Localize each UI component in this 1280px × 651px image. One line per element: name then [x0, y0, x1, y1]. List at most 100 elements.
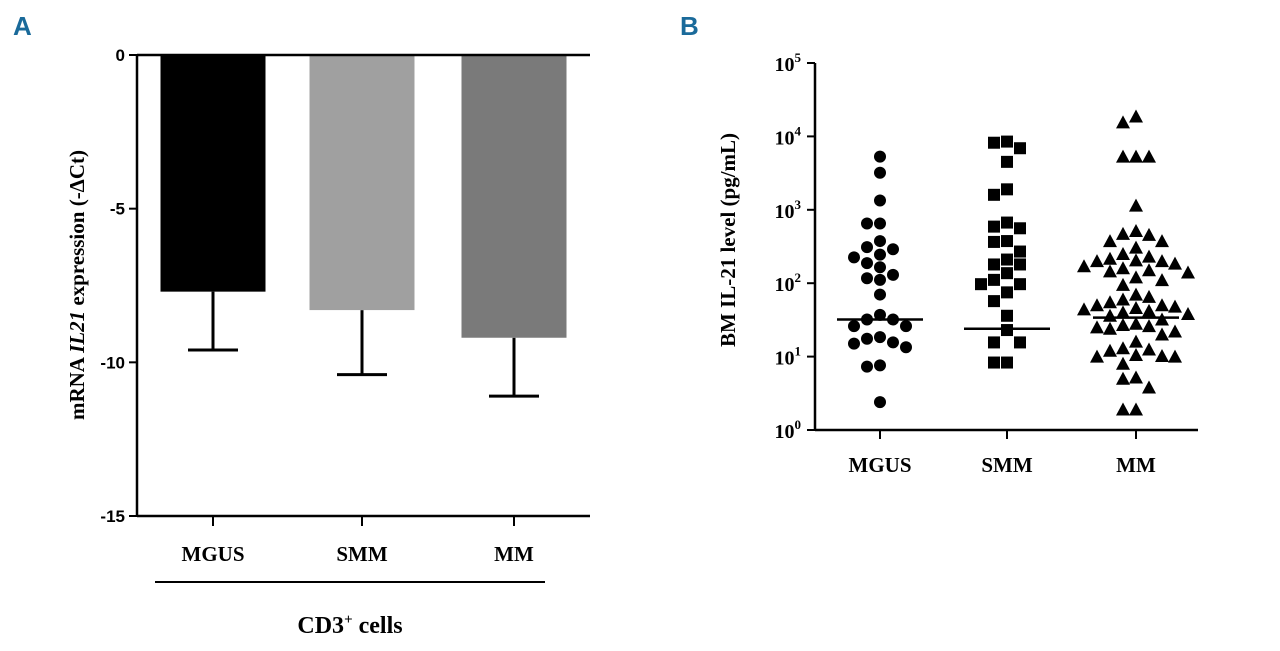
data-point-mm — [1155, 327, 1169, 341]
data-point-mm — [1116, 356, 1130, 370]
data-point-mm — [1090, 349, 1104, 363]
data-point-mm — [1077, 302, 1091, 316]
y-tick-label: -10 — [100, 353, 125, 372]
data-point-mm — [1142, 319, 1156, 333]
data-point-mm — [1142, 303, 1156, 317]
y-tick-label: 102 — [775, 270, 802, 296]
data-point-mgus — [900, 320, 912, 333]
data-point-mm — [1155, 298, 1169, 312]
data-point-smm — [988, 258, 1000, 271]
data-point-smm — [1001, 155, 1013, 168]
data-point-mm — [1129, 223, 1143, 237]
data-point-smm — [1001, 324, 1013, 337]
panel-b-scatter-chart: BM IL-21 level (pg/mL) 100 101 102 103 104 10… — [716, 50, 1198, 477]
data-point-smm — [1014, 142, 1026, 155]
bar-mgus — [160, 55, 266, 292]
data-point-smm — [975, 278, 987, 291]
data-point-mgus — [874, 217, 886, 230]
y-tick-label: 104 — [775, 123, 802, 149]
bar-mm — [461, 55, 567, 338]
data-point-mm — [1090, 320, 1104, 334]
data-point-mm — [1155, 273, 1169, 287]
data-point-mgus — [874, 331, 886, 344]
data-point-mm — [1116, 226, 1130, 240]
y-tick-label: 103 — [775, 197, 802, 223]
data-point-mm — [1155, 234, 1169, 248]
data-point-mgus — [848, 251, 860, 264]
data-point-mm — [1181, 307, 1195, 321]
data-point-smm — [988, 336, 1000, 349]
data-point-mm — [1090, 254, 1104, 268]
data-point-mm — [1129, 287, 1143, 301]
data-point-mgus — [861, 257, 873, 270]
data-point-smm — [1001, 183, 1013, 196]
data-point-mgus — [887, 243, 899, 256]
data-point-smm — [988, 273, 1000, 286]
data-point-mm — [1129, 402, 1143, 416]
data-point-mgus — [874, 396, 886, 409]
data-point-mgus — [861, 241, 873, 254]
data-point-mm — [1129, 109, 1143, 123]
data-point-smm — [1014, 245, 1026, 258]
data-point-mm — [1116, 305, 1130, 319]
data-point-mgus — [874, 261, 886, 274]
data-point-mm — [1142, 342, 1156, 356]
data-point-mm — [1103, 308, 1117, 322]
data-point-mgus — [887, 268, 899, 281]
data-point-mgus — [848, 337, 860, 350]
data-point-mm — [1116, 317, 1130, 331]
data-point-mm — [1129, 270, 1143, 284]
data-point-mm — [1103, 343, 1117, 357]
data-point-mm — [1168, 299, 1182, 313]
data-point-mm — [1116, 371, 1130, 385]
bar-smm — [309, 55, 415, 311]
data-point-mm — [1168, 256, 1182, 270]
data-point-mm — [1116, 115, 1130, 129]
data-point-smm — [1001, 135, 1013, 148]
data-point-smm — [988, 220, 1000, 233]
data-point-smm — [1014, 336, 1026, 349]
data-point-mm — [1129, 198, 1143, 212]
data-point-mm — [1155, 254, 1169, 268]
x-tick-label: MM — [494, 542, 534, 566]
data-point-mm — [1129, 316, 1143, 330]
data-point-mm — [1129, 149, 1143, 163]
data-point-mm — [1090, 298, 1104, 312]
data-point-smm — [1014, 258, 1026, 271]
data-point-smm — [988, 188, 1000, 201]
data-point-mm — [1103, 234, 1117, 248]
y-tick-label: 0 — [116, 46, 125, 65]
data-point-mm — [1116, 246, 1130, 260]
data-point-mm — [1129, 253, 1143, 267]
data-point-mgus — [861, 332, 873, 345]
data-point-smm — [1001, 309, 1013, 322]
x-tick-label: SMM — [981, 453, 1033, 477]
data-point-mm — [1129, 300, 1143, 314]
data-point-mgus — [874, 273, 886, 286]
data-point-mm — [1129, 370, 1143, 384]
data-point-mm — [1129, 334, 1143, 348]
data-point-mm — [1129, 348, 1143, 362]
data-point-mm — [1116, 149, 1130, 163]
data-point-mgus — [887, 336, 899, 349]
panel-a-x-axis-label: CD3+ cells — [297, 612, 402, 639]
x-tick-label: SMM — [336, 542, 388, 566]
data-point-smm — [988, 295, 1000, 308]
y-tick-label: 100 — [775, 417, 802, 443]
data-point-mm — [1103, 251, 1117, 265]
data-point-smm — [1014, 222, 1026, 235]
x-tick-label: MGUS — [849, 453, 912, 477]
panel-b-y-axis-label: BM IL-21 level (pg/mL) — [716, 133, 740, 347]
data-point-mm — [1103, 295, 1117, 309]
data-point-smm — [1001, 235, 1013, 248]
data-point-mm — [1142, 263, 1156, 277]
data-point-mgus — [874, 150, 886, 163]
data-point-mm — [1116, 261, 1130, 275]
data-point-smm — [988, 235, 1000, 248]
data-point-smm — [988, 356, 1000, 369]
data-point-smm — [1001, 267, 1013, 280]
y-tick-label: 101 — [775, 344, 802, 370]
data-point-mm — [1116, 277, 1130, 291]
x-tick-label: MM — [1116, 453, 1156, 477]
